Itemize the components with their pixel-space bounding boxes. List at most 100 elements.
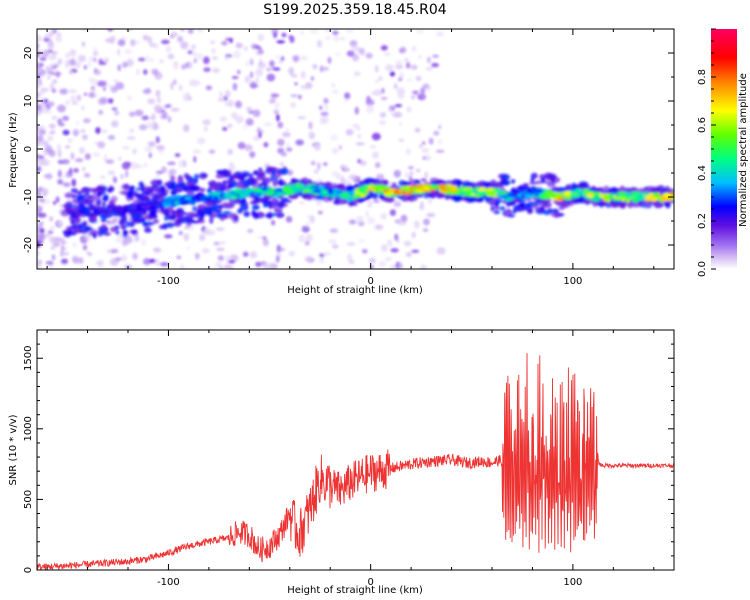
spectrogram-blob xyxy=(309,215,315,224)
spectrogram-blob xyxy=(240,199,247,204)
spectrogram-blob xyxy=(303,193,309,199)
spectrogram-blob xyxy=(359,48,366,56)
spectrogram-blob xyxy=(569,193,580,197)
spectrogram-blob xyxy=(660,197,670,202)
spectrogram-blob xyxy=(49,124,56,129)
spectrogram-blob xyxy=(263,182,268,189)
spectrogram-blob xyxy=(423,218,430,226)
spectrogram-blob xyxy=(276,114,280,122)
spectrogram-blob xyxy=(424,171,429,179)
spectrogram-blob xyxy=(535,189,543,194)
spectrogram-blob xyxy=(369,183,374,187)
spectrogram-blob xyxy=(556,201,562,206)
spectrogram-blob xyxy=(147,141,156,147)
spectrogram-blob xyxy=(64,145,71,149)
spectrogram-blob xyxy=(584,199,592,204)
spectrogram-blob xyxy=(390,264,396,269)
spectrogram-blob xyxy=(608,193,616,196)
spectrogram-blob xyxy=(318,185,325,191)
spectrogram-blob xyxy=(275,208,283,214)
spectrogram-blob xyxy=(314,145,321,151)
spectrogram-blob xyxy=(288,251,296,257)
colorbar-label: Normalized spectral amplitude xyxy=(738,73,749,227)
spectrogram-blob xyxy=(134,40,140,45)
spectrogram-blob xyxy=(75,120,80,126)
spectrogram-blob xyxy=(437,138,443,145)
x-tick-label: -100 xyxy=(157,276,180,287)
spectrogram-blob xyxy=(379,120,386,126)
spectrogram-blob xyxy=(319,256,324,264)
spectrogram-blob xyxy=(331,147,339,155)
spectrogram-blob xyxy=(67,211,77,215)
spectrogram-blob xyxy=(172,64,179,70)
spectrogram-blob xyxy=(393,200,401,208)
spectrogram-blob xyxy=(297,94,302,100)
spectrogram-blob xyxy=(120,173,124,180)
spectrogram-blob xyxy=(411,95,415,100)
spectrogram-blob xyxy=(142,222,148,226)
spectrogram-blob xyxy=(601,199,608,207)
spectrogram-blob xyxy=(189,185,198,192)
spectrogram-blob xyxy=(212,68,220,73)
spectrogram-blob xyxy=(235,42,243,49)
spectrogram-blob xyxy=(323,252,332,256)
spectrogram-blob xyxy=(513,205,520,212)
spectrogram-blob xyxy=(71,178,77,187)
spectrogram-blob xyxy=(37,221,44,227)
spectrogram-blob xyxy=(202,56,210,65)
spectrogram-blob xyxy=(486,187,495,192)
spectrogram-blob xyxy=(105,212,110,216)
spectrogram-blob xyxy=(539,205,545,213)
spectrogram-blob xyxy=(428,137,434,145)
spectrogram-blob xyxy=(547,182,556,188)
spectrogram-blob xyxy=(273,32,278,39)
spectrogram-blob xyxy=(62,173,69,179)
spectrogram-blob xyxy=(266,67,271,72)
spectrogram-blob xyxy=(192,149,202,154)
spectrogram-y-axis-label: Frequency (Hz) xyxy=(8,112,19,188)
spectrogram-blob xyxy=(539,193,547,198)
spectrogram-blob xyxy=(111,120,119,128)
spectrogram-blob xyxy=(93,57,97,63)
spectrogram-blob xyxy=(272,109,279,114)
spectrogram-blob xyxy=(74,211,82,218)
spectrogram-blob xyxy=(345,129,354,136)
spectrogram-blobs xyxy=(37,29,674,269)
spectrogram-blob xyxy=(202,119,211,126)
spectrogram-blob xyxy=(37,37,44,41)
spectrogram-blob xyxy=(116,210,123,215)
spectrogram-blob xyxy=(619,202,626,209)
spectrogram-blob xyxy=(412,90,418,95)
spectrogram-blob xyxy=(209,40,216,45)
spectrogram-blob xyxy=(37,109,40,117)
spectrogram-blob xyxy=(354,71,358,77)
spectrogram-blob xyxy=(498,194,509,198)
spectrogram-blob xyxy=(234,188,243,193)
spectrogram-blob xyxy=(269,60,275,67)
spectrogram-blob xyxy=(292,55,300,62)
spectrogram-blob xyxy=(277,147,285,154)
spectrogram-blob xyxy=(331,83,336,88)
spectrogram-blob xyxy=(203,126,208,132)
spectrogram-blob xyxy=(378,76,383,81)
spectrogram-blob xyxy=(145,122,155,130)
spectrogram-blob xyxy=(164,234,173,239)
spectrogram-blob xyxy=(81,105,85,111)
spectrogram-blob xyxy=(282,132,291,138)
spectrogram-blob xyxy=(75,158,84,163)
spectrogram-blob xyxy=(221,182,227,189)
spectrogram-blob xyxy=(148,258,156,264)
spectrogram-blob xyxy=(134,164,144,169)
spectrogram-blob xyxy=(362,249,368,254)
spectrogram-blob xyxy=(275,192,280,198)
spectrogram-blob xyxy=(332,30,339,35)
spectrogram-blob xyxy=(259,58,263,66)
spectrogram-blob xyxy=(348,219,357,225)
spectrogram-blob xyxy=(478,191,485,197)
spectrogram-blob xyxy=(98,58,103,66)
spectrogram-blob xyxy=(55,35,62,43)
spectrogram-blob xyxy=(180,264,184,269)
spectrogram-blob xyxy=(389,209,396,217)
spectrogram-blob xyxy=(357,133,362,139)
spectrogram-blob xyxy=(209,180,217,188)
